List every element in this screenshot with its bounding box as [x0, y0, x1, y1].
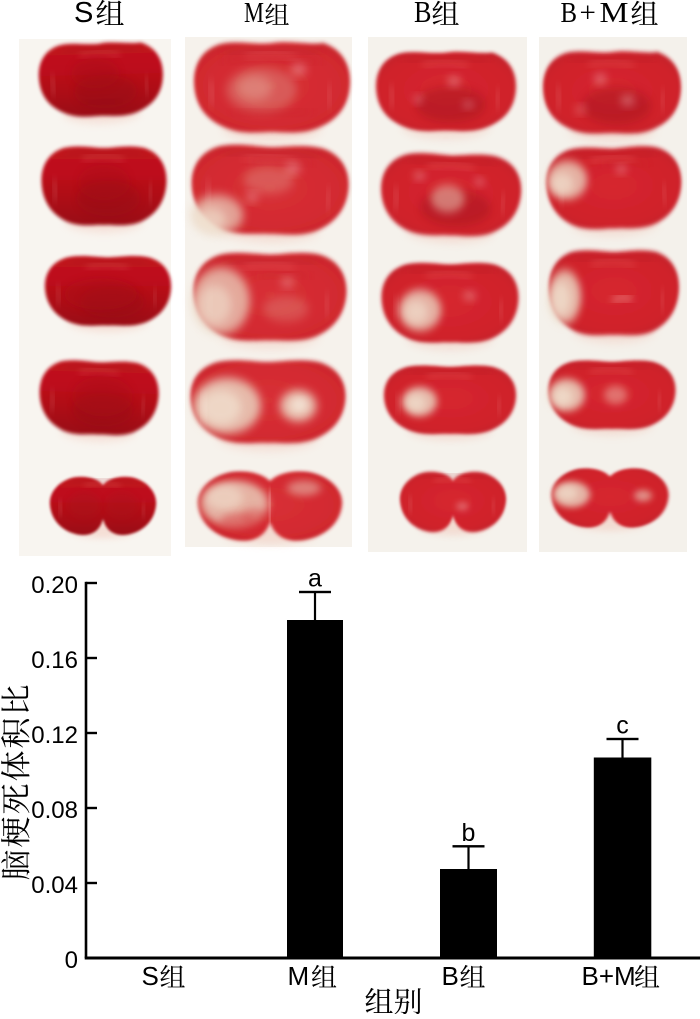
svg-text:c: c	[616, 712, 629, 740]
svg-text:0: 0	[65, 947, 78, 974]
svg-text:B: B	[561, 0, 578, 29]
svg-text:B+M: B+M	[582, 961, 636, 991]
svg-text:a: a	[308, 565, 322, 593]
svg-text:b: b	[462, 819, 476, 847]
svg-text:+: +	[580, 0, 596, 29]
svg-text:0.04: 0.04	[31, 872, 78, 899]
svg-text:M: M	[288, 961, 310, 991]
svg-text:0.20: 0.20	[31, 572, 78, 599]
svg-text:M: M	[244, 0, 264, 29]
svg-text:S: S	[142, 961, 159, 991]
svg-text:0.12: 0.12	[31, 722, 78, 749]
svg-text:M: M	[600, 0, 629, 29]
svg-text:B: B	[414, 0, 432, 29]
svg-text:S: S	[74, 0, 93, 29]
svg-text:B: B	[442, 961, 459, 991]
svg-text:0.08: 0.08	[31, 797, 78, 824]
svg-text:0.16: 0.16	[31, 647, 78, 674]
